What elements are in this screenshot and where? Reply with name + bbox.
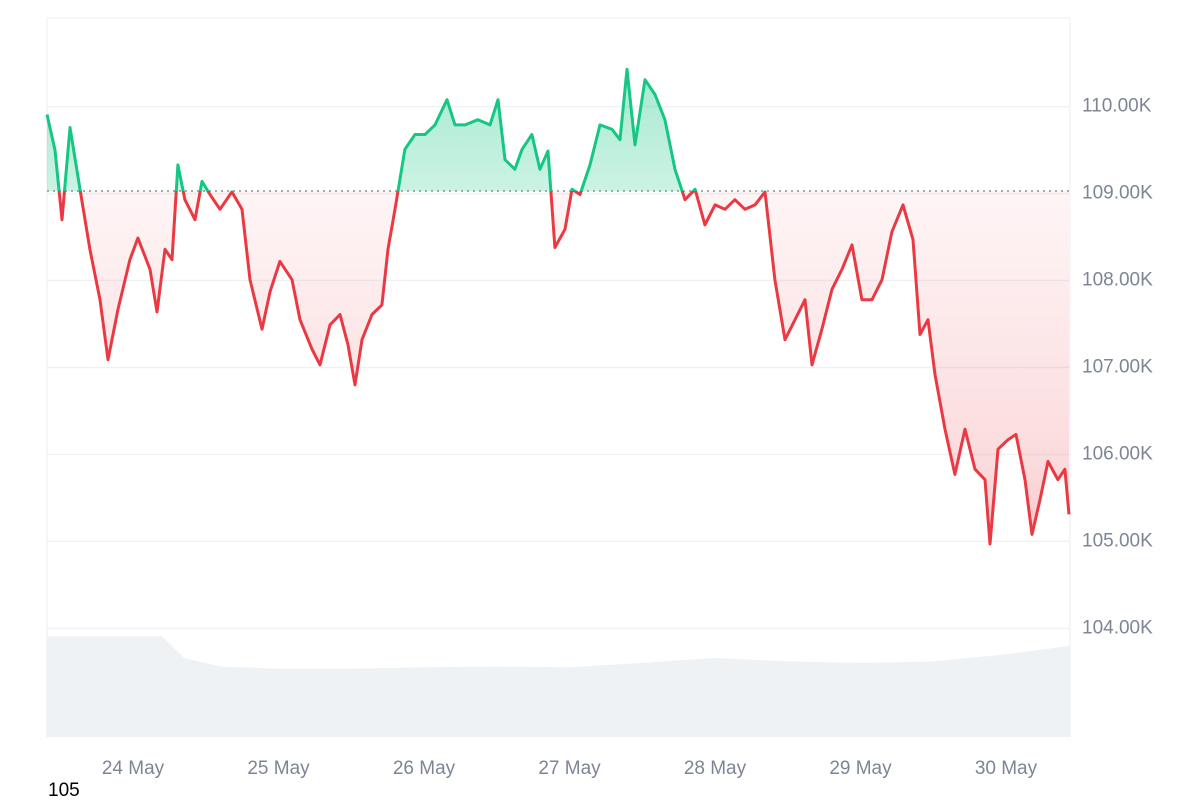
price-area: [47, 69, 1069, 545]
y-tick-label: 105.00K: [1082, 530, 1153, 551]
footnote: 105: [48, 780, 80, 800]
y-tick-label: 106.00K: [1082, 443, 1153, 464]
y-tick-label: 110.00K: [1082, 96, 1152, 117]
x-tick-label: 26 May: [393, 758, 456, 779]
x-tick-label: 25 May: [247, 758, 310, 779]
y-tick-label: 108.00K: [1082, 270, 1153, 291]
y-tick-label: 109.00K: [1082, 183, 1153, 204]
y-tick-label: 107.00K: [1082, 357, 1153, 378]
x-tick-label: 24 May: [102, 758, 165, 779]
y-tick-label: 104.00K: [1082, 617, 1153, 638]
x-tick-label: 30 May: [975, 758, 1038, 779]
x-tick-label: 27 May: [538, 758, 601, 779]
x-tick-label: 28 May: [684, 758, 747, 779]
x-tick-label: 29 May: [829, 758, 892, 779]
volume-area: [47, 636, 1070, 737]
price-line: [45, 67, 1071, 546]
